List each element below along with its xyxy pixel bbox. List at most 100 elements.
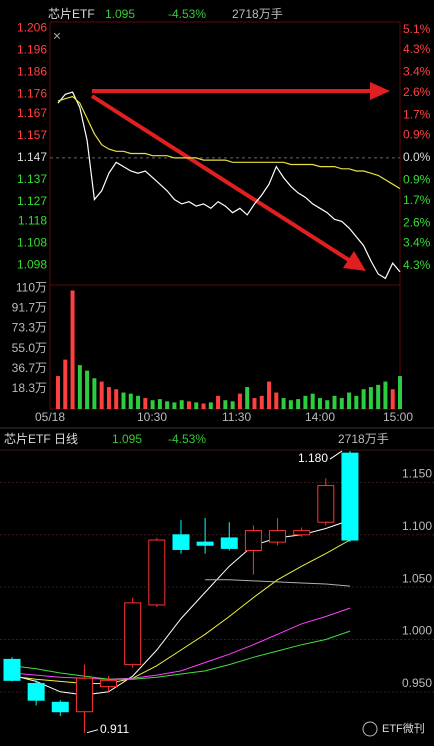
- y-tick-label: 1.050: [402, 571, 432, 585]
- volume-bar: [354, 395, 359, 409]
- arrow-head: [370, 82, 390, 100]
- y-tick-label: 1.000: [402, 624, 432, 638]
- volume-bar: [296, 399, 301, 409]
- volume-bar: [223, 400, 228, 409]
- candle-body: [220, 537, 238, 549]
- volume-bar: [303, 395, 308, 409]
- volume-bar: [121, 392, 126, 409]
- candle-body: [3, 658, 21, 681]
- volume-bar: [259, 395, 264, 409]
- watermark: ETF微刊: [362, 721, 425, 737]
- x-tick-label: 11:30: [222, 410, 251, 424]
- candle-body: [75, 677, 93, 713]
- volume-bar: [165, 401, 170, 409]
- line: [11, 519, 351, 696]
- candle-body: [341, 452, 359, 541]
- annotation: 1.180: [298, 451, 328, 465]
- volume-bar: [143, 398, 148, 409]
- y-tick-label: 1.186: [17, 65, 47, 79]
- volume-bar: [77, 365, 82, 409]
- candle-body: [196, 541, 214, 546]
- y-tick-label: 1.118: [18, 214, 47, 228]
- line: [57, 91, 401, 280]
- y-tick-label: 36.7万: [12, 361, 47, 375]
- annotation-leader: [86, 729, 99, 734]
- volume-bar: [70, 290, 75, 409]
- candle-body: [124, 602, 142, 666]
- y-tick-label: 1.176: [17, 86, 47, 100]
- annotation: 0.911: [100, 722, 129, 736]
- y-tick-label: 1.167: [17, 106, 47, 120]
- line: [11, 630, 351, 680]
- volume-bar: [150, 400, 155, 409]
- volume-bar: [252, 398, 257, 409]
- volume-bar: [398, 376, 402, 409]
- volume-bar: [106, 387, 111, 409]
- arrow: [90, 94, 354, 264]
- volume-bar: [172, 402, 177, 409]
- header-volume: 2718万手: [232, 7, 283, 21]
- y-tick-label: 1.150: [402, 467, 432, 481]
- y-tick-label: 1.098: [17, 257, 47, 271]
- candle-body: [100, 679, 118, 688]
- x-tick-label: 15:00: [383, 410, 413, 424]
- y-tick-label: 1.127: [17, 194, 47, 208]
- y-tick-label: 18.3万: [12, 381, 47, 395]
- line: [205, 579, 351, 587]
- y-tick-label: 1.100: [402, 519, 432, 533]
- volume-bar: [85, 370, 90, 409]
- y-tick-label: 0.950: [402, 676, 432, 690]
- close-icon[interactable]: ×: [53, 28, 61, 44]
- y2-tick-label: 0.9%: [403, 127, 431, 141]
- y-tick-label: 1.147: [17, 150, 47, 164]
- volume-bar: [56, 376, 60, 409]
- volume-bar: [99, 381, 104, 409]
- volume-bar: [136, 395, 141, 409]
- volume-bar: [368, 387, 373, 409]
- candle-body: [27, 682, 45, 701]
- volume-bar: [179, 400, 184, 409]
- y-tick-label: 110万: [16, 280, 47, 294]
- candle-body: [293, 530, 311, 536]
- volume-bar: [267, 381, 272, 409]
- candle-body: [269, 530, 287, 543]
- x-tick-label: 05/18: [35, 410, 65, 424]
- candle-body: [148, 539, 166, 606]
- candle-body: [51, 701, 69, 713]
- volume-bar: [339, 398, 344, 409]
- volume-bar: [281, 398, 286, 409]
- y-tick-label: 1.108: [17, 236, 47, 250]
- y-tick-label: 1.196: [17, 43, 47, 57]
- header-volume: 2718万手: [338, 432, 389, 446]
- volume-bar: [237, 393, 242, 409]
- annotation-leader: [329, 450, 343, 460]
- trend-arrows: [90, 82, 390, 271]
- header-price: 1.095: [105, 7, 135, 21]
- volume-bar: [376, 384, 381, 409]
- volume-bar: [128, 393, 133, 409]
- y2-tick-label: 0.9%: [403, 173, 431, 187]
- y2-tick-label: 4.3%: [403, 258, 431, 272]
- header-price: 1.095: [112, 432, 142, 446]
- volume-bar: [361, 389, 366, 409]
- volume-bar: [114, 389, 119, 409]
- y2-tick-label: 1.7%: [403, 193, 431, 207]
- y2-tick-label: 3.4%: [403, 235, 431, 249]
- y2-tick-label: 0.0%: [403, 150, 431, 164]
- volume-bar: [63, 359, 68, 409]
- volume-bar: [332, 395, 337, 409]
- volume-bar: [317, 398, 322, 409]
- volume-bar: [390, 389, 395, 409]
- volume-bar: [310, 393, 315, 409]
- header-change: -4.53%: [168, 432, 206, 446]
- line: [57, 95, 401, 190]
- y-tick-label: 1.157: [17, 128, 47, 142]
- volume-bar: [208, 402, 213, 409]
- arrow-head: [343, 251, 366, 271]
- candle-body: [317, 485, 335, 523]
- watermark-text: ETF微刊: [382, 721, 425, 735]
- y-tick-label: 1.137: [17, 172, 47, 186]
- y-tick-label: 1.206: [17, 21, 47, 35]
- header-change: -4.53%: [168, 7, 206, 21]
